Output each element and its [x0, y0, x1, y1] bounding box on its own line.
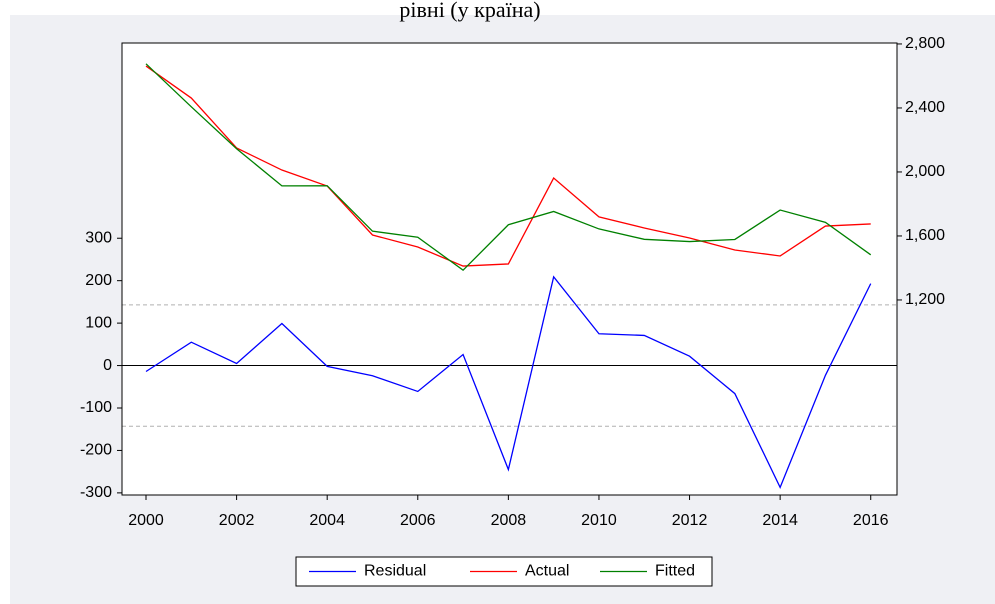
chart-title: рівні (у країна) — [399, 0, 540, 22]
series-line — [145, 65, 871, 267]
y2-tick-label: 2,000 — [905, 163, 945, 180]
x-tick-label: 2004 — [309, 512, 345, 529]
y-tick-label: -200 — [80, 442, 112, 459]
x-tick-label: 2008 — [491, 512, 527, 529]
x-tick-label: 2012 — [672, 512, 708, 529]
y2-tick-label: 1,200 — [905, 291, 945, 308]
series-line — [145, 63, 872, 272]
y2-tick-label: 1,600 — [905, 227, 945, 244]
y2-tick-label: 2,400 — [905, 99, 945, 116]
y-tick-label: 0 — [103, 357, 112, 374]
legend-label: Actual — [525, 563, 569, 580]
legend-label: Residual — [364, 563, 426, 580]
x-tick-label: 2002 — [219, 512, 255, 529]
x-tick-label: 2000 — [128, 512, 164, 529]
x-tick-label: 2006 — [400, 512, 436, 529]
x-tick-label: 2010 — [581, 512, 617, 529]
y-tick-label: -100 — [80, 399, 112, 416]
y-tick-label: -300 — [80, 484, 112, 501]
y-tick-label: 300 — [85, 229, 112, 246]
plot-frame — [121, 42, 898, 496]
y-tick-label: 200 — [85, 272, 112, 289]
legend-label: Fitted — [655, 563, 695, 580]
y2-tick-label: 2,800 — [905, 35, 945, 52]
x-tick-label: 2016 — [853, 512, 889, 529]
plot-area — [122, 43, 897, 495]
y-tick-label: 100 — [85, 314, 112, 331]
x-tick-label: 2014 — [762, 512, 798, 529]
series-line — [145, 275, 872, 489]
